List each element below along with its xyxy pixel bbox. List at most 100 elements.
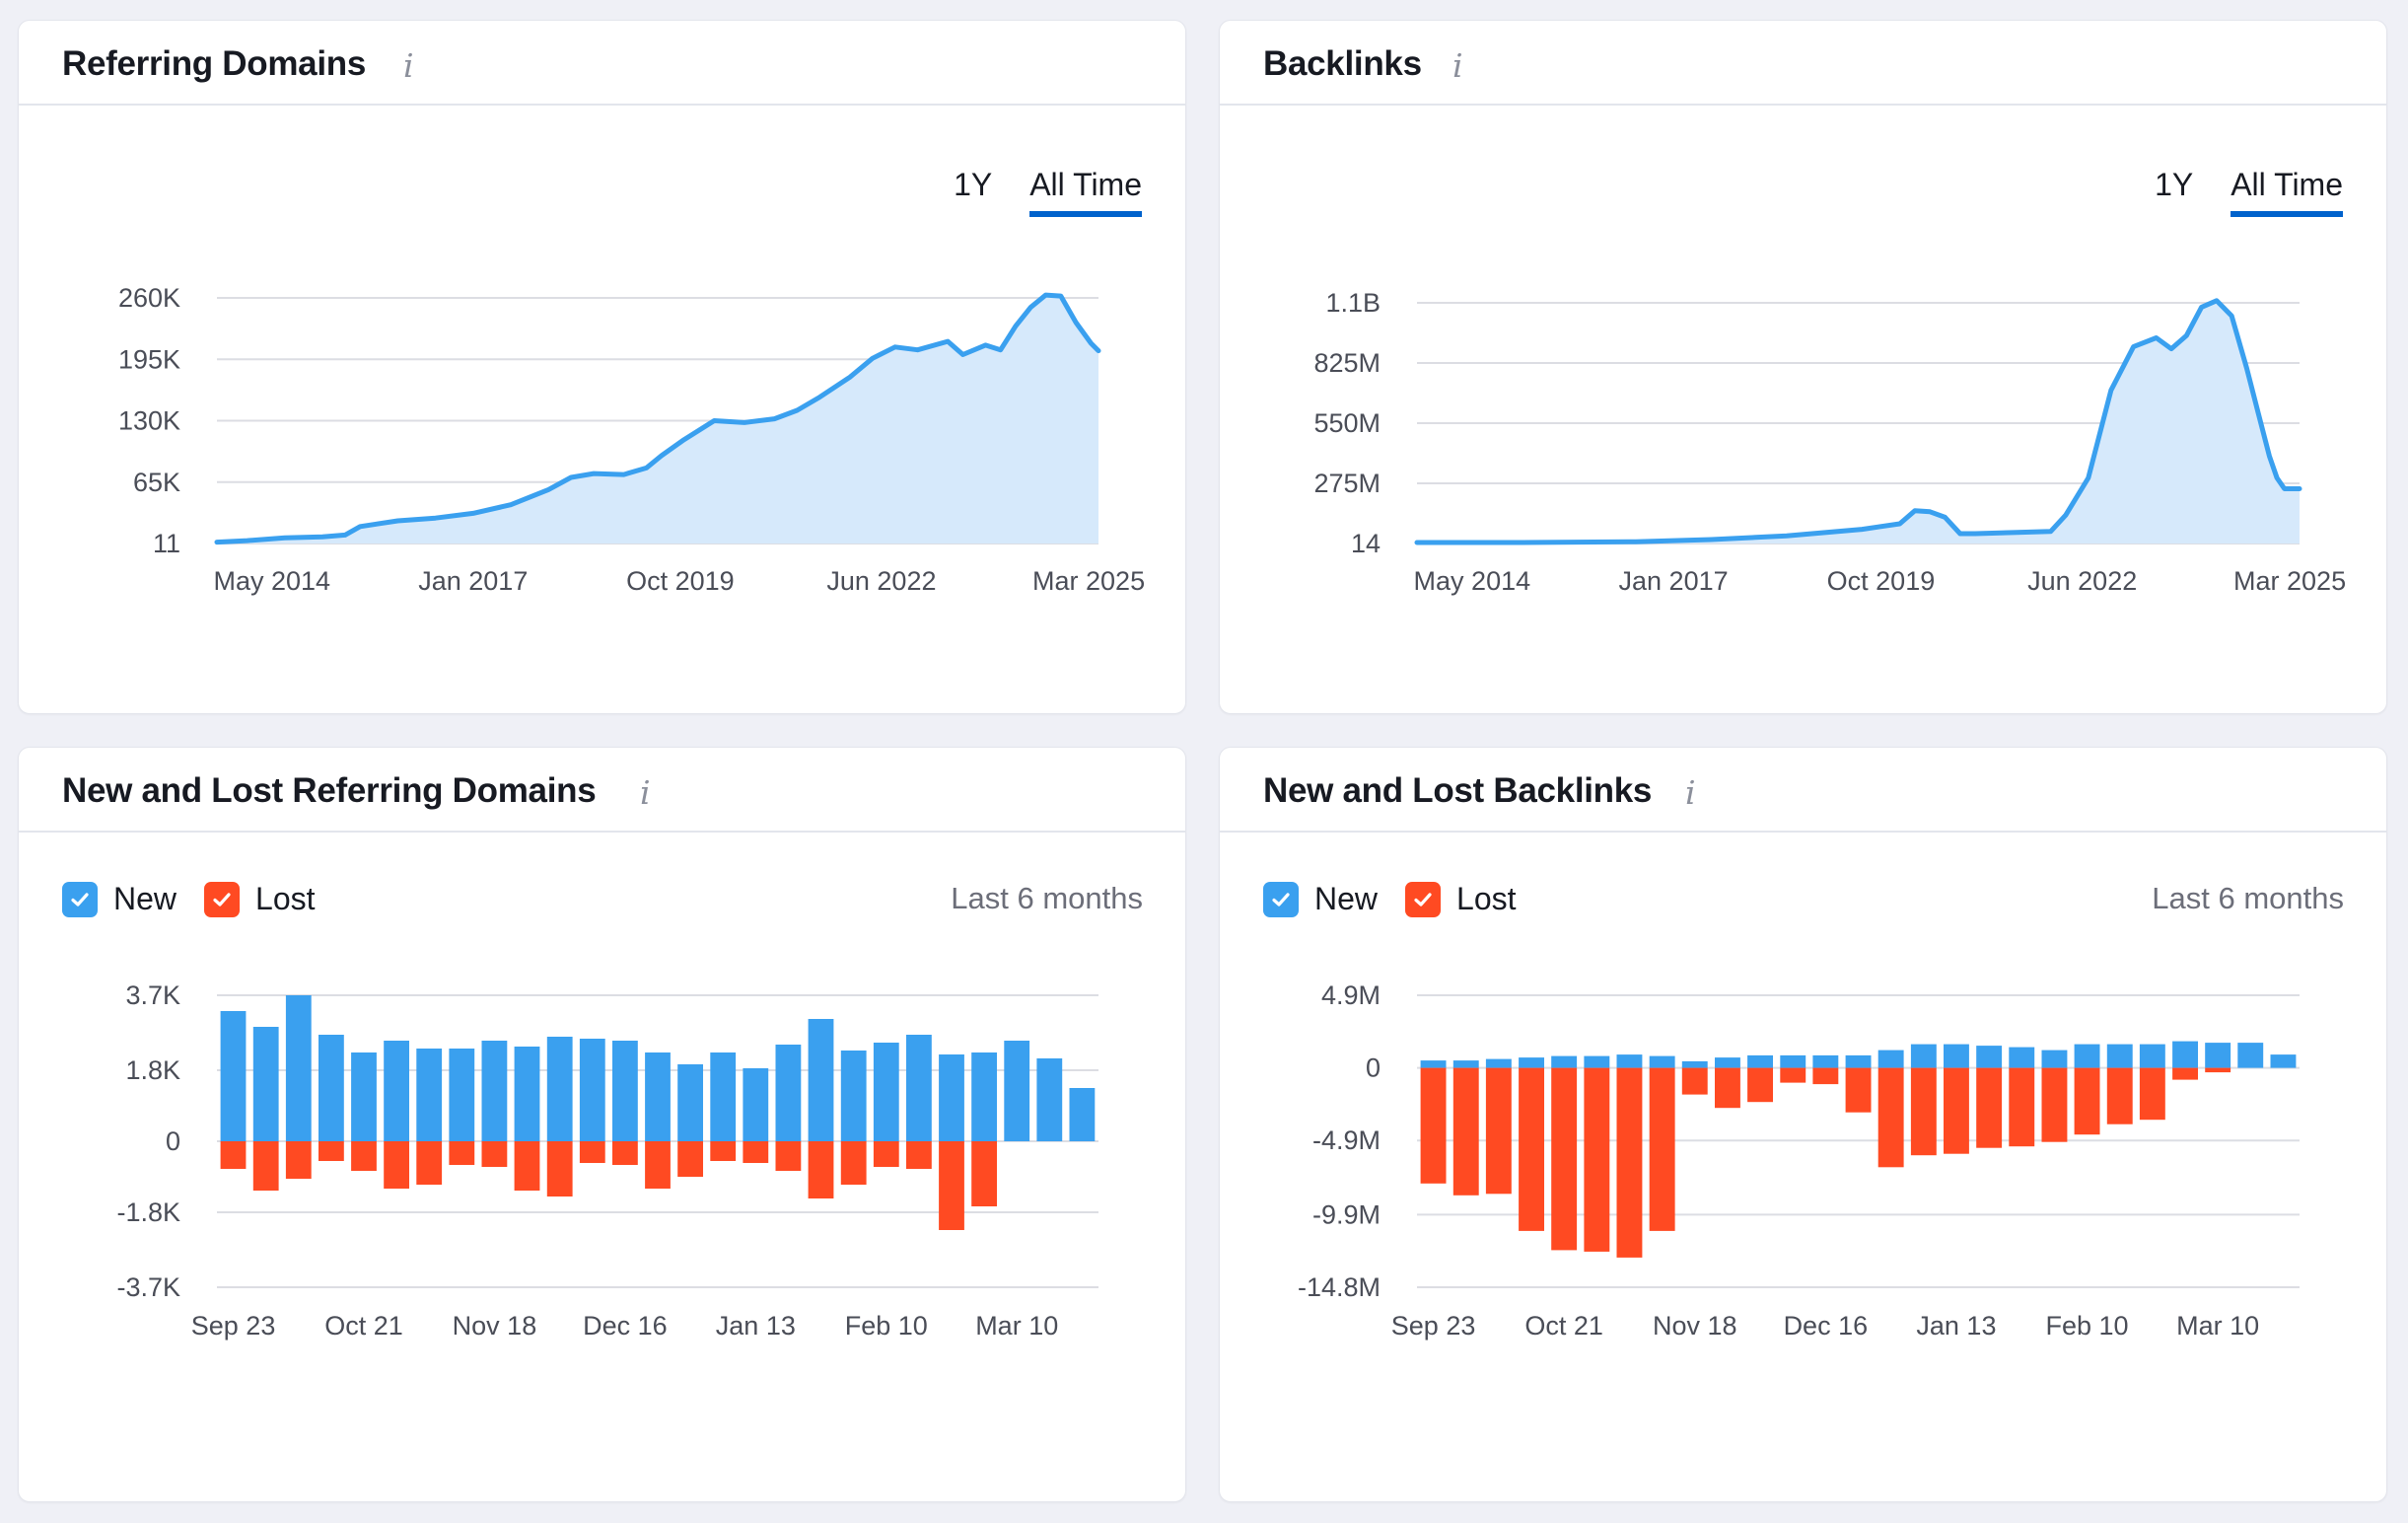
bar-lost — [252, 1141, 279, 1191]
bar-new — [2172, 1041, 2198, 1068]
bar-new — [743, 1068, 769, 1141]
bar-lost — [449, 1141, 475, 1165]
bar-lost — [1715, 1067, 1740, 1109]
y-tick-label: 130K — [118, 406, 180, 436]
bar-new — [1420, 1060, 1447, 1068]
period-label[interactable]: Last 6 months — [2152, 881, 2344, 915]
y-tick-label: -4.9M — [1312, 1125, 1381, 1155]
bar-lost — [220, 1141, 247, 1169]
card-title: Referring Domains — [62, 44, 367, 83]
x-tick-label: Oct 2019 — [1827, 566, 1936, 596]
bar-new — [1616, 1054, 1643, 1068]
bar-new — [2074, 1044, 2100, 1068]
bar-lost — [1452, 1067, 1479, 1196]
bar-new — [1812, 1054, 1839, 1068]
tab-all-time[interactable]: All Time — [2231, 167, 2343, 217]
x-tick-label: Jan 13 — [716, 1311, 796, 1341]
bar-new — [1747, 1054, 1773, 1068]
bar-lost — [645, 1141, 671, 1189]
bar-lost — [840, 1141, 867, 1185]
bar-lost — [1812, 1067, 1839, 1085]
y-tick-label: 260K — [118, 283, 180, 313]
series-line — [1414, 298, 2302, 545]
checkmark-icon — [1414, 892, 1432, 907]
checkbox-lost[interactable] — [1405, 881, 1442, 917]
x-tick-label: Mar 10 — [975, 1311, 1058, 1341]
bar-lost — [384, 1141, 409, 1189]
y-tick-label: -14.8M — [1298, 1272, 1381, 1302]
y-tick-label: 1.8K — [125, 1055, 180, 1085]
bar-new — [1004, 1041, 1030, 1141]
bar-lost — [1485, 1067, 1512, 1195]
bar-lost — [1910, 1067, 1937, 1156]
bar-new — [1551, 1055, 1578, 1068]
legend-lost-label: Lost — [1456, 881, 1517, 916]
bar-new — [416, 1049, 443, 1141]
x-tick-label: Jan 2017 — [1619, 566, 1729, 596]
range-tabs: 1Y All Time — [2155, 167, 2343, 217]
bar-lost — [906, 1141, 932, 1169]
checkbox-new[interactable] — [62, 881, 98, 917]
bar-new — [1069, 1088, 1096, 1141]
bar-lost — [873, 1141, 899, 1167]
bar-lost — [677, 1141, 703, 1177]
x-tick-label: Feb 10 — [2046, 1311, 2129, 1341]
bar-lost — [2041, 1067, 2068, 1142]
y-tick-label: 0 — [166, 1126, 180, 1156]
checkbox-lost[interactable] — [204, 881, 241, 917]
y-tick-label: 275M — [1313, 469, 1381, 498]
checkmark-icon — [71, 892, 89, 907]
x-tick-label: Mar 2025 — [1032, 566, 1145, 596]
y-tick-label: 195K — [118, 344, 180, 374]
info-icon[interactable]: i — [403, 46, 414, 85]
bar-new — [319, 1035, 344, 1141]
chart-bl — [1414, 298, 2302, 545]
x-tick-label: Sep 23 — [191, 1311, 276, 1341]
x-tick-label: Mar 2025 — [2233, 566, 2346, 596]
tab-all-time[interactable]: All Time — [1029, 167, 1142, 217]
bar-lost — [808, 1141, 834, 1198]
bar-lost — [2172, 1067, 2198, 1080]
x-tick-label: Nov 18 — [453, 1311, 537, 1341]
bar-new — [2009, 1047, 2035, 1068]
bar-new — [2139, 1044, 2165, 1068]
bar-new — [1452, 1060, 1479, 1068]
bar-new — [1649, 1055, 1675, 1068]
bar-lost — [2009, 1067, 2035, 1147]
tab-1y[interactable]: 1Y — [2155, 167, 2194, 202]
bar-lost — [1519, 1067, 1544, 1231]
y-tick-label: 1.1B — [1325, 288, 1381, 318]
bar-new — [840, 1051, 867, 1141]
y-tick-label: 0 — [1366, 1053, 1381, 1083]
bar-lost — [710, 1141, 737, 1161]
bar-lost — [1681, 1067, 1708, 1095]
bar-new — [1715, 1057, 1740, 1068]
info-icon[interactable]: i — [640, 773, 651, 812]
card-title: Backlinks — [1263, 44, 1422, 83]
card-title: New and Lost Referring Domains — [62, 771, 597, 810]
x-tick-label: Jan 13 — [1916, 1311, 1996, 1341]
card-title: New and Lost Backlinks — [1263, 771, 1653, 810]
bar-lost — [1944, 1067, 1969, 1154]
bar-new — [1485, 1058, 1512, 1068]
bar-new — [1519, 1057, 1544, 1068]
info-icon[interactable]: i — [1685, 773, 1696, 812]
checkbox-new[interactable] — [1263, 881, 1299, 917]
x-tick-label: Jun 2022 — [2027, 566, 2137, 596]
bar-new — [285, 995, 312, 1141]
bar-new — [1976, 1046, 2003, 1068]
bar-lost — [1877, 1067, 1904, 1168]
y-tick-label: 550M — [1313, 408, 1381, 438]
bar-lost — [514, 1141, 540, 1191]
period-label[interactable]: Last 6 months — [951, 881, 1143, 915]
x-tick-label: Feb 10 — [845, 1311, 928, 1341]
bar-new — [2270, 1054, 2297, 1068]
y-tick-label: 14 — [1351, 529, 1381, 558]
x-tick-label: Sep 23 — [1391, 1311, 1476, 1341]
bar-lost — [285, 1141, 312, 1179]
bar-new — [1845, 1054, 1872, 1068]
info-icon[interactable]: i — [1452, 46, 1463, 85]
tab-1y[interactable]: 1Y — [954, 167, 993, 202]
bar-lost — [1584, 1067, 1610, 1252]
